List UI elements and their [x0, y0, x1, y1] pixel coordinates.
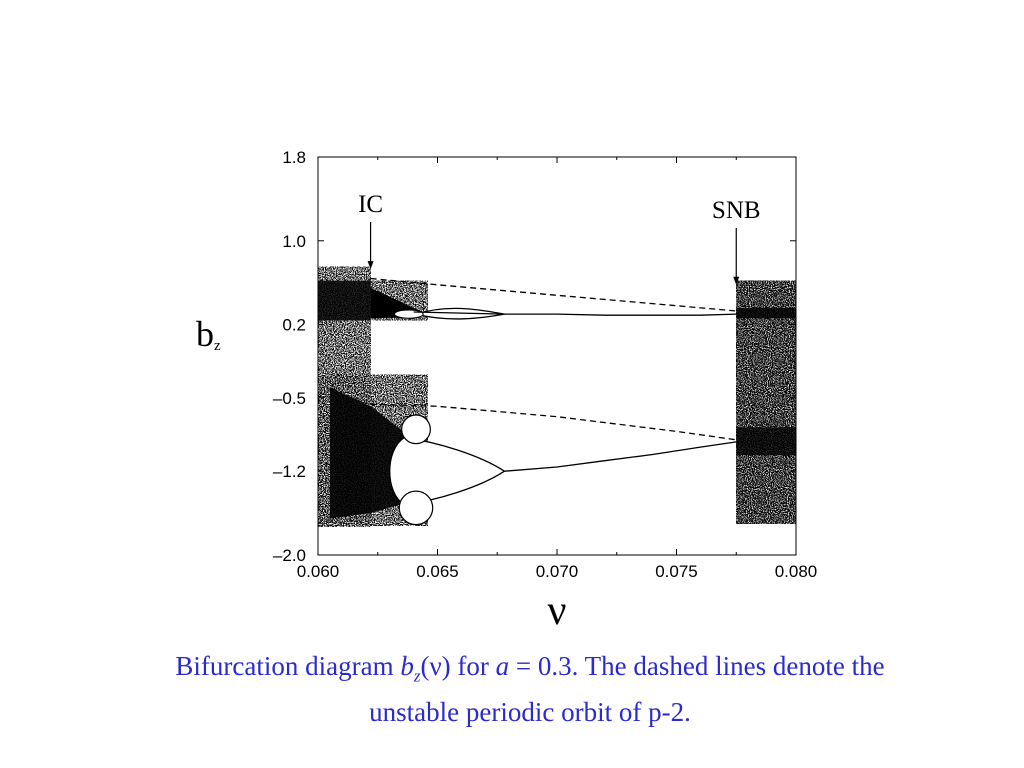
lower-period4-loop-top	[401, 414, 431, 445]
upper-period4-loop	[393, 309, 424, 319]
caption-part1: Bifurcation diagram	[175, 651, 401, 681]
caption-sub: z	[413, 666, 421, 686]
annotation-ic: IC	[358, 191, 383, 218]
x-tick-label: 0.060	[297, 562, 340, 581]
caption-part2: (ν) for	[420, 651, 496, 681]
caption-part3: = 0.3. The dashed lines denote the unsta…	[369, 651, 885, 728]
stable-orbit-upper	[413, 311, 737, 316]
annotation-arrow-head	[733, 276, 740, 285]
x-tick-label: 0.075	[655, 562, 698, 581]
annotations: IC SNB	[358, 191, 761, 285]
caption-a: a	[495, 651, 510, 681]
y-tick-label: –0.5	[273, 389, 306, 408]
y-axis-title: bz	[196, 314, 221, 354]
y-axis-title-base: b	[196, 314, 214, 354]
x-tick-label: 0.070	[536, 562, 579, 581]
y-axis-title-sub: z	[214, 338, 221, 354]
x-tick-label: 0.065	[416, 562, 459, 581]
annotation-snb: SNB	[712, 197, 761, 224]
dense-band-right-lower	[736, 427, 796, 456]
lower-period4-loop-bottom	[398, 490, 434, 526]
x-tick-labels: 0.060 0.065 0.070 0.075 0.080	[297, 562, 818, 581]
y-tick-labels: 1.8 1.0 0.2 –0.5 –1.2 –2.0	[273, 148, 306, 565]
stable-orbit-lower	[504, 441, 737, 472]
x-tick-label: 0.080	[775, 562, 818, 581]
dense-band-right-upper	[736, 307, 796, 319]
lower-period2-loop	[389, 437, 506, 506]
y-tick-label: 0.2	[282, 316, 306, 335]
chaotic-region-2	[736, 280, 796, 524]
y-tick-label: –1.2	[273, 462, 306, 481]
annotation-arrow-head	[367, 261, 374, 270]
y-tick-label: 1.8	[282, 148, 306, 167]
unstable-orbit-upper	[370, 277, 737, 312]
x-axis-title: ν	[548, 588, 567, 634]
figure-caption: Bifurcation diagram bz(ν) for a = 0.3. T…	[150, 648, 910, 730]
y-tick-label: 1.0	[282, 232, 306, 251]
dense-band-left-upper	[318, 280, 371, 321]
orbit-lines	[370, 277, 737, 526]
unstable-orbit-lower	[370, 403, 737, 441]
y-tick-label: –2.0	[273, 546, 306, 565]
axis-ticks	[317, 156, 797, 556]
caption-var: b	[400, 651, 414, 681]
